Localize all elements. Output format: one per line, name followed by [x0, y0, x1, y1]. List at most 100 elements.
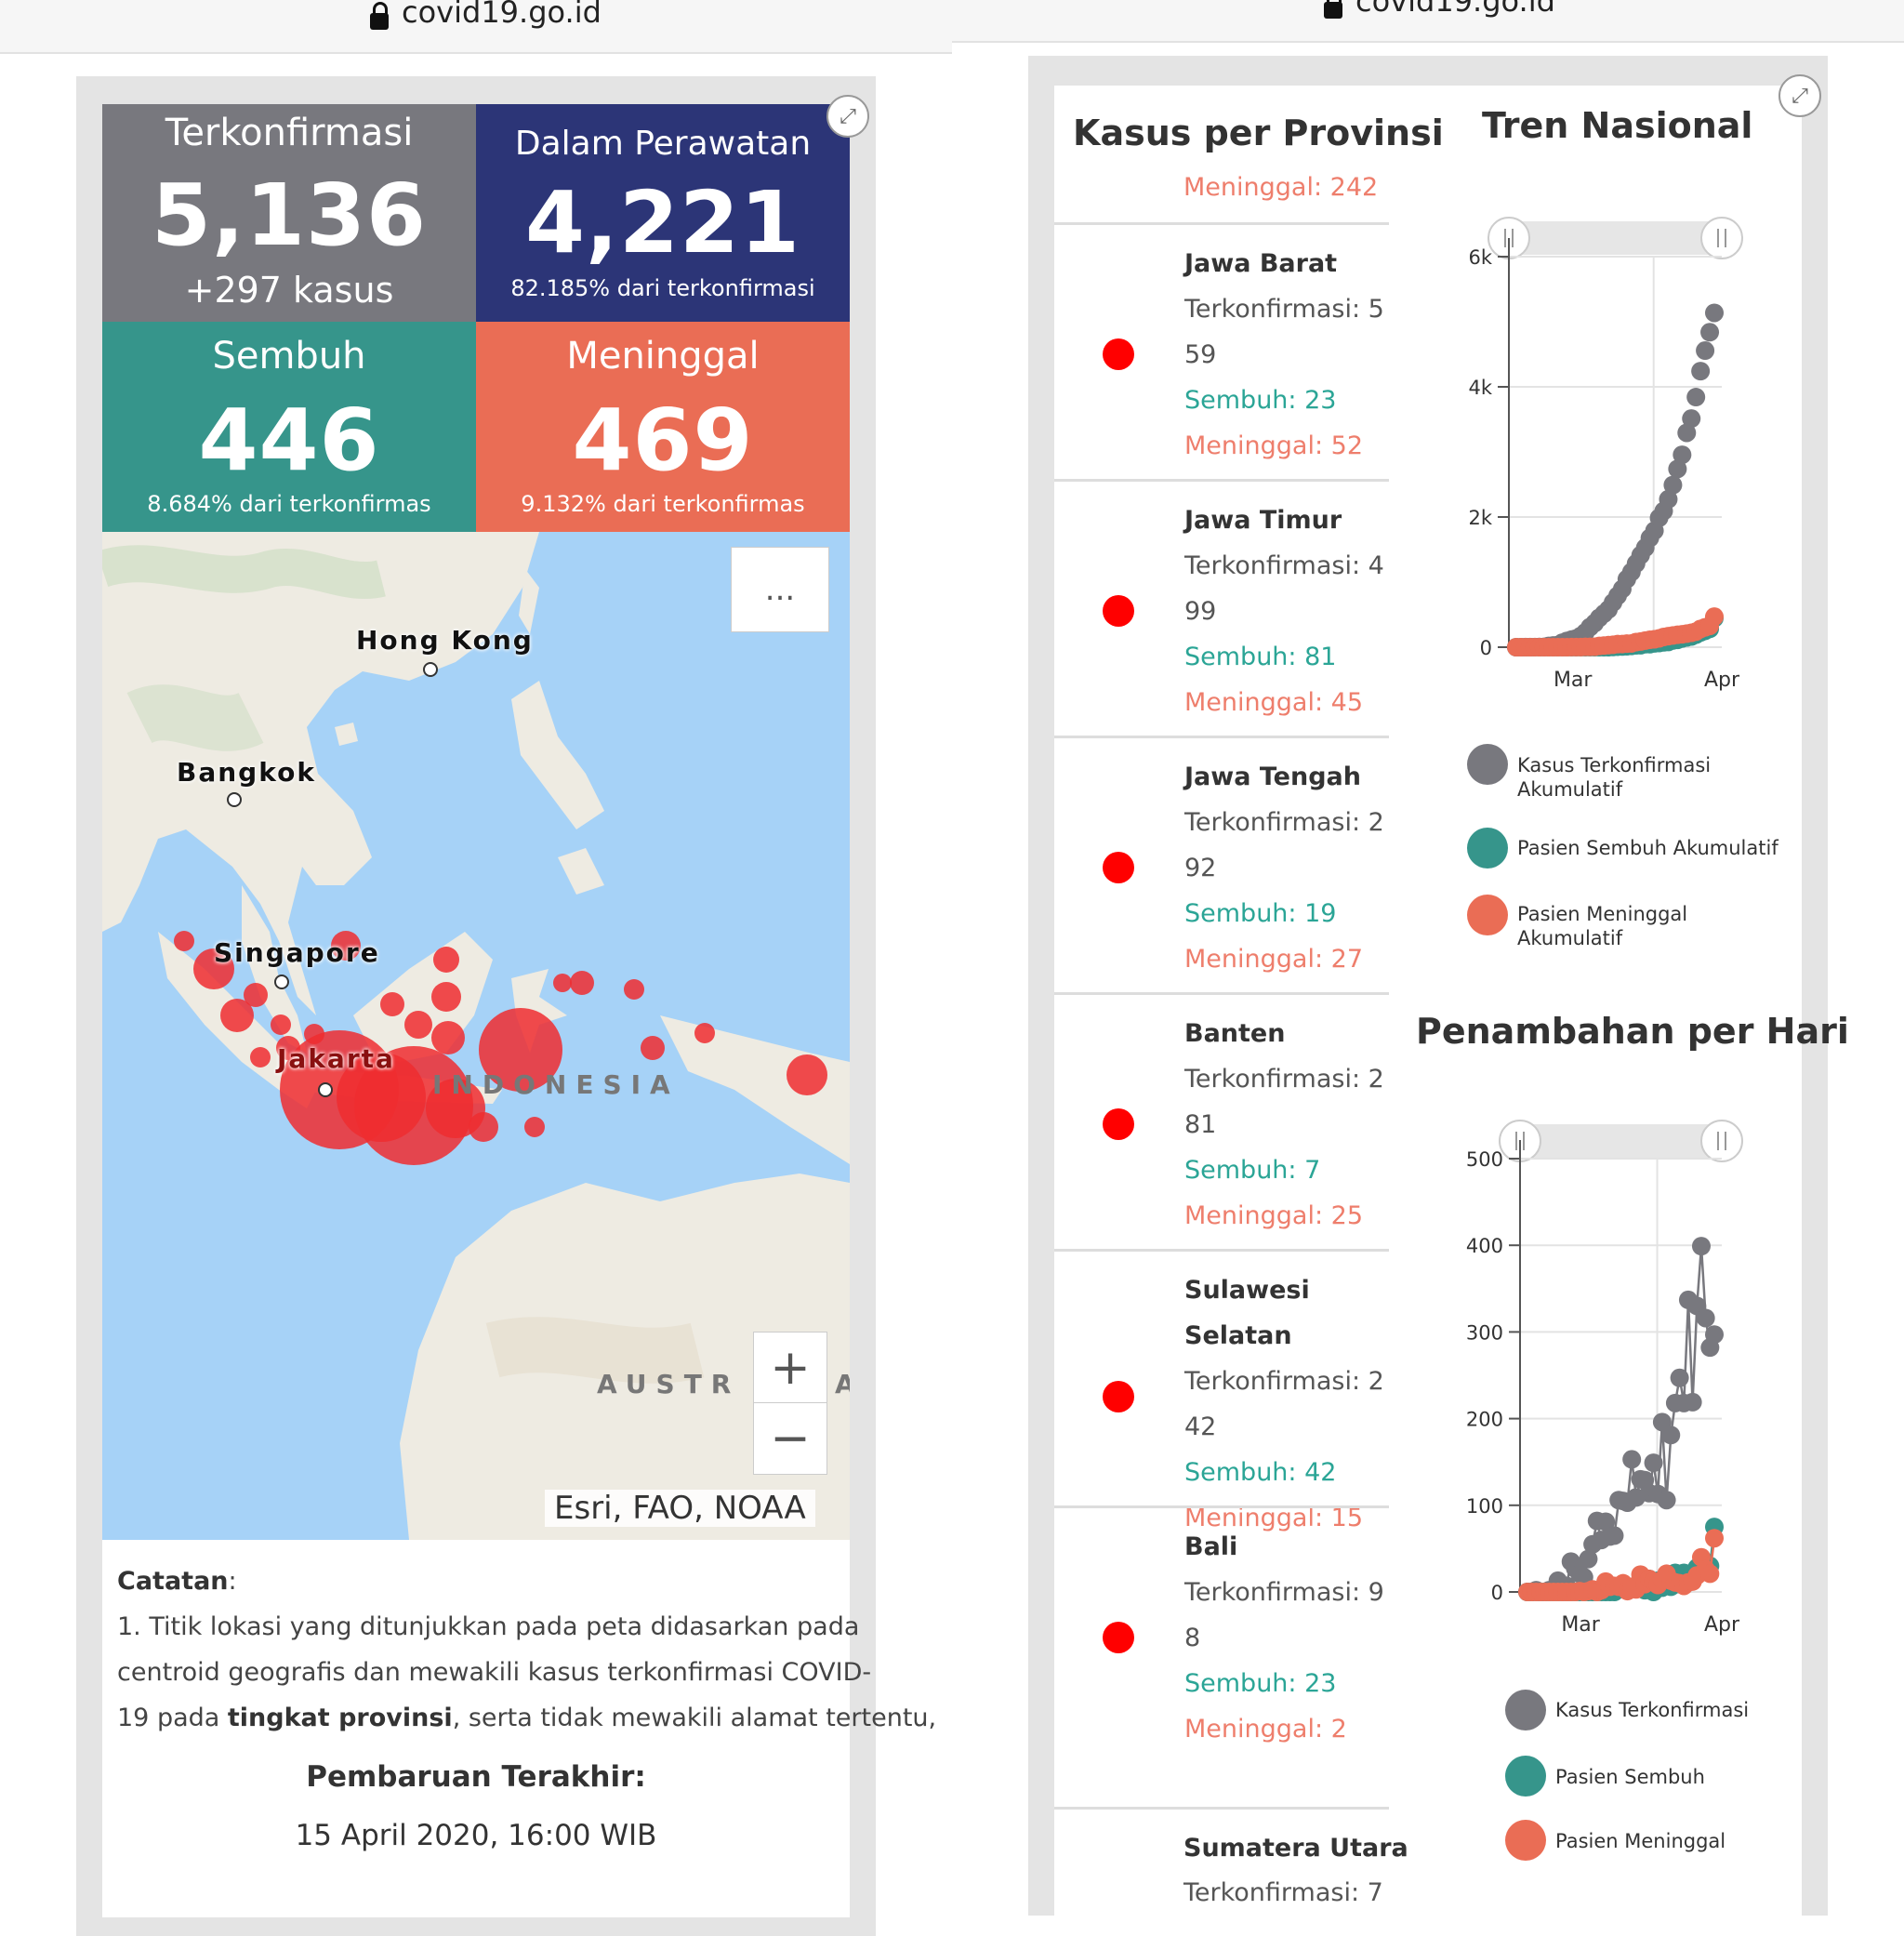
legend-deaths: Pasien Meninggal Akumulatif	[1517, 903, 1688, 949]
data-point[interactable]	[1696, 341, 1715, 361]
province-deaths: Meninggal: 2	[1184, 1715, 1347, 1744]
map-view[interactable]: Hong Kong Bangkok Singapore Jakarta INDO…	[102, 532, 850, 1540]
stat-sub: 82.185% dari terkonfirmasi	[510, 275, 815, 301]
y-tick-label: 100	[1466, 1495, 1503, 1518]
province-confirmed: Terkonfirmasi: 5	[1184, 295, 1384, 324]
update-value: 15 April 2020, 16:00 WIB	[295, 1819, 657, 1852]
data-point[interactable]	[1683, 1392, 1702, 1412]
province-marker-icon	[1103, 1108, 1134, 1140]
note-line-3-post: , serta tidak mewakili alamat tertentu,	[452, 1704, 937, 1732]
x-tick-label: Mar	[1561, 1613, 1600, 1637]
province-recovered: Sembuh: 23	[1184, 1669, 1337, 1698]
map-menu-button[interactable]: ...	[731, 547, 829, 632]
data-point[interactable]	[1705, 303, 1724, 323]
stat-treated: Dalam Perawatan 4,221 82.185% dari terko…	[476, 104, 850, 322]
province-recovered: Sembuh: 42	[1184, 1458, 1337, 1487]
expand-icon[interactable]: ⤢	[1778, 74, 1821, 117]
map-basemap	[102, 532, 850, 1540]
data-point[interactable]	[1579, 1549, 1598, 1569]
plus-icon: +	[770, 1340, 811, 1396]
more-icon: ...	[764, 571, 796, 608]
data-point[interactable]	[1673, 445, 1692, 465]
daily-chart[interactable]: 0 100 200 300 400 500 Mar Apr	[1395, 1107, 1804, 1646]
province-confirmed-cont: 59	[1184, 340, 1217, 369]
province-confirmed-cont: 42	[1184, 1412, 1217, 1441]
stat-sub: 9.132% dari terkonfirmas	[521, 491, 805, 517]
data-point[interactable]	[1705, 607, 1724, 627]
label-australia-tail: A	[835, 1369, 850, 1399]
province-row[interactable]: Jawa Tengah Terkonfirmasi: 2 92 Sembuh: 19 M…	[1054, 736, 1389, 995]
province-marker-icon	[1103, 338, 1134, 370]
data-point[interactable]	[1622, 1450, 1642, 1469]
label-australia: AUSTR	[597, 1369, 741, 1399]
provinces-title: Kasus per Provinsi	[1073, 113, 1444, 153]
data-point[interactable]	[1691, 362, 1711, 381]
province-recovered: Sembuh: 23	[1184, 386, 1337, 415]
data-point[interactable]	[1686, 388, 1706, 407]
data-point[interactable]	[1663, 475, 1683, 495]
province-row[interactable]: Banten Terkonfirmasi: 2 81 Sembuh: 7 Meningg…	[1054, 992, 1389, 1252]
province-row[interactable]: Sulawesi Selatan Terkonfirmasi: 2 42 Sembuh:…	[1054, 1249, 1389, 1532]
zoom-out-button[interactable]: −	[753, 1402, 827, 1475]
address-bar-left[interactable]: covid19.go.id	[0, 0, 952, 54]
stat-title: Dalam Perawatan	[514, 125, 812, 163]
stat-title: Meninggal	[566, 335, 760, 378]
data-point[interactable]	[1670, 1368, 1689, 1387]
legend-dot-confirmed	[1505, 1690, 1546, 1730]
stat-deaths: Meninggal 469 9.132% dari terkonfirmas	[476, 322, 850, 532]
y-tick-label: 0	[1480, 637, 1492, 659]
province-confirmed: Terkonfirmasi: 2	[1184, 1065, 1384, 1094]
stat-recovered: Sembuh 446 8.684% dari terkonfirmas	[102, 322, 476, 532]
x-tick-label: Mar	[1554, 669, 1593, 692]
data-point[interactable]	[1644, 1453, 1663, 1473]
province-deaths: Meninggal: 25	[1184, 1201, 1363, 1230]
data-point[interactable]	[1682, 409, 1701, 429]
legend-recovered: Pasien Sembuh	[1555, 1766, 1705, 1788]
province-row[interactable]: Jawa Timur Terkonfirmasi: 4 99 Sembuh: 81 Me…	[1054, 479, 1389, 738]
province-row[interactable]: Jawa Barat Terkonfirmasi: 5 59 Sembuh: 23 Me…	[1054, 222, 1389, 482]
data-point[interactable]	[1661, 1425, 1681, 1445]
province-name: Sumatera Utara	[1183, 1834, 1408, 1863]
slider-handle[interactable]	[1700, 1120, 1743, 1162]
province-row[interactable]: Bali Terkonfirmasi: 9 8 Sembuh: 23 Meninggal…	[1054, 1505, 1389, 1765]
province-confirmed: Terkonfirmasi: 9	[1184, 1578, 1384, 1607]
note-line-3: 19 pada tingkat provinsi, serta tidak me…	[117, 1695, 936, 1741]
note-title-colon: :	[228, 1567, 237, 1596]
data-point[interactable]	[1596, 1512, 1616, 1532]
data-point[interactable]	[1700, 1564, 1720, 1584]
range-slider[interactable]	[1520, 1124, 1722, 1158]
update-label: Pembaruan Terakhir:	[306, 1760, 646, 1794]
lock-icon	[1324, 0, 1342, 19]
data-point[interactable]	[1705, 1325, 1724, 1345]
province-name: Banten	[1184, 1019, 1286, 1048]
data-point[interactable]	[1677, 423, 1697, 443]
trend-chart[interactable]: 0 2k 4k 6k Mar Apr	[1395, 205, 1804, 697]
province-confirmed: Terkonfirmasi: 2	[1184, 808, 1384, 837]
case-bubbles	[174, 931, 827, 1165]
map-attribution: Esri, FAO, NOAA	[545, 1490, 815, 1527]
province-confirmed-cont: 8	[1184, 1624, 1201, 1652]
address-bar-right[interactable]: covid19.go.id	[952, 0, 1904, 43]
minus-icon: −	[770, 1411, 811, 1466]
note-bold: tingkat provinsi	[227, 1704, 453, 1732]
data-point[interactable]	[1696, 1308, 1715, 1328]
province-recovered: Sembuh: 19	[1184, 899, 1337, 928]
data-point[interactable]	[1659, 489, 1678, 509]
stat-value: 4,221	[524, 173, 800, 272]
note-title: Catatan:	[117, 1558, 237, 1604]
data-point[interactable]	[1657, 1491, 1676, 1510]
range-slider[interactable]	[1509, 221, 1722, 255]
province-deaths: Meninggal: 45	[1184, 688, 1363, 717]
data-point[interactable]	[1605, 1526, 1624, 1545]
stat-sub: +297 kasus	[184, 270, 394, 311]
legend-dot-confirmed	[1467, 744, 1508, 785]
data-point[interactable]	[1700, 323, 1720, 342]
slider-handle[interactable]	[1700, 217, 1743, 259]
expand-icon[interactable]: ⤢	[826, 95, 869, 138]
data-point[interactable]	[1691, 1237, 1711, 1256]
data-point[interactable]	[1705, 1529, 1724, 1548]
data-point[interactable]	[1668, 459, 1687, 479]
stat-value: 5,136	[151, 166, 427, 265]
province-partial-deaths: Meninggal: 242	[1183, 173, 1379, 202]
zoom-in-button[interactable]: +	[753, 1332, 827, 1404]
